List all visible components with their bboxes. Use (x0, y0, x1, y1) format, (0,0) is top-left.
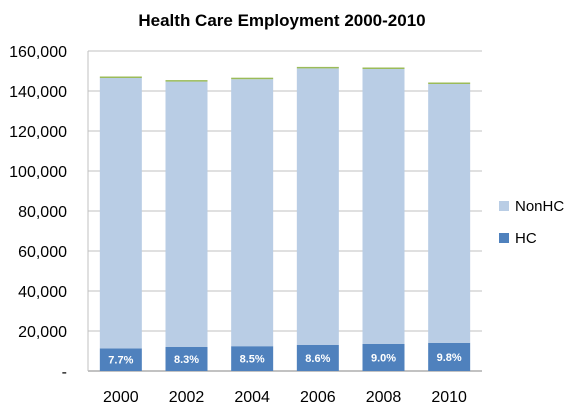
bar-hc-2006 (296, 345, 339, 371)
x-tick-label: 2004 (234, 389, 270, 406)
bar-hc-2000 (99, 348, 142, 371)
bar-top-segment-2000 (99, 76, 142, 78)
data-label-2010: 9.8% (437, 352, 462, 364)
bar-top-segment-2008 (362, 67, 405, 69)
x-tick-label: 2002 (169, 389, 205, 406)
data-label-2004: 8.5% (240, 354, 265, 366)
bar-nonhc-2002 (165, 81, 208, 347)
bars: 7.7% 8.3% 8.5% 8.6% 9.0% 9.8% (99, 66, 471, 371)
y-tick-label: 160,000 (9, 44, 67, 61)
legend-swatch-nonhc (499, 201, 509, 211)
legend-swatch-hc (499, 233, 509, 243)
data-label-2008: 9.0% (371, 352, 396, 364)
data-label-2006: 8.6% (305, 353, 330, 365)
legend-label-hc: HC (515, 230, 537, 247)
x-tick-label: 2008 (366, 389, 402, 406)
bar-top-segment-2010 (428, 82, 471, 84)
bar-nonhc-2000 (99, 78, 142, 349)
y-tick-label: 60,000 (18, 244, 67, 261)
y-tick-label: 120,000 (9, 124, 67, 141)
y-tick-label: 140,000 (9, 84, 67, 101)
gridlines (87, 50, 482, 372)
x-tick-label: 2006 (300, 389, 336, 406)
x-axis: 2000 2002 2004 2006 2008 2010 (103, 389, 467, 406)
bar-hc-2010 (428, 342, 471, 371)
bar-nonhc-2006 (296, 68, 339, 346)
y-axis: - 20,000 40,000 60,000 80,000 100,000 120,000 1… (9, 44, 67, 381)
y-tick-label: 80,000 (18, 204, 67, 221)
bar-hc-2004 (231, 346, 274, 371)
y-tick-label: 20,000 (18, 324, 67, 341)
data-label-2000: 7.7% (108, 355, 133, 367)
chart-title: Health Care Employment 2000-2010 (138, 11, 425, 30)
y-tick-label: 40,000 (18, 284, 67, 301)
bar-hc-2008 (362, 343, 405, 371)
x-tick-label: 2010 (431, 389, 467, 406)
bar-nonhc-2010 (428, 84, 471, 343)
legend-label-nonhc: NonHC (515, 198, 564, 215)
data-label-2002: 8.3% (174, 354, 199, 366)
legend: NonHC HC (499, 198, 564, 247)
x-tick-label: 2000 (103, 389, 139, 406)
bar-hc-2002 (165, 347, 208, 371)
bar-top-segment-2002 (165, 80, 208, 82)
bar-nonhc-2004 (231, 79, 274, 347)
y-tick-label: - (62, 364, 67, 381)
bar-nonhc-2008 (362, 69, 405, 344)
y-tick-label: 100,000 (9, 164, 67, 181)
bar-top-segment-2006 (296, 66, 339, 69)
bar-top-segment-2004 (231, 77, 274, 80)
